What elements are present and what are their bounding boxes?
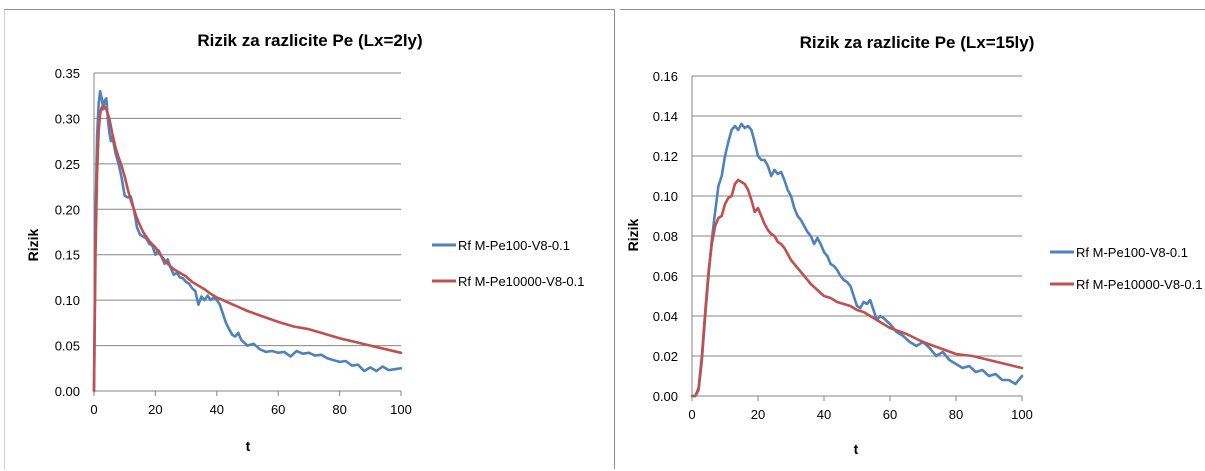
x-tick-label: 60	[271, 402, 285, 417]
chart-frame	[4, 9, 615, 469]
y-tick-label: 0.12	[653, 149, 678, 164]
y-tick-label: 0.15	[55, 248, 80, 263]
chart-left: Rizik za razlicite Pe (Lx=2ly) 0.00 0.05 0…	[25, 31, 584, 454]
chart-title: Rizik za razlicite Pe (Lx=15ly)	[800, 33, 1035, 52]
x-tick-label: 0	[90, 402, 97, 417]
y-tick-label: 0.16	[653, 69, 678, 84]
y-tick-label: 0.20	[55, 202, 80, 217]
x-tick-label: 80	[949, 407, 963, 422]
legend-label: Rf M-Pe10000-V8-0.1	[1076, 277, 1202, 292]
x-tick-label: 60	[883, 407, 897, 422]
x-axis-label: t	[246, 438, 251, 454]
legend-label: Rf M-Pe100-V8-0.1	[458, 238, 570, 253]
x-tick-label: 40	[210, 402, 224, 417]
x-tick-label: 0	[688, 407, 695, 422]
y-tick-label: 0.35	[55, 66, 80, 81]
chart-title: Rizik za razlicite Pe (Lx=2ly)	[197, 31, 422, 50]
legend-label: Rf M-Pe100-V8-0.1	[1076, 245, 1188, 260]
series-line-2	[690, 178, 1024, 398]
x-tick-label: 100	[1011, 407, 1033, 422]
chart-panel-right: Rizik za razlicite Pe (Lx=15ly) 0.00 0.02…	[620, 0, 1205, 471]
y-tick-label: 0.25	[55, 157, 80, 172]
x-tick-label: 40	[817, 407, 831, 422]
y-axis-label: Rizik	[25, 228, 41, 261]
x-tick-label: 20	[751, 407, 765, 422]
y-tick-label: 0.06	[653, 269, 678, 284]
y-tick-label: 0.02	[653, 349, 678, 364]
y-tick-label: 0.30	[55, 111, 80, 126]
series-line-1	[92, 89, 403, 393]
y-axis-label: Rizik	[625, 218, 641, 251]
y-tick-label: 0.14	[653, 109, 678, 124]
series-line-2	[92, 104, 403, 393]
x-tick-label: 20	[148, 402, 162, 417]
chart-right: Rizik za razlicite Pe (Lx=15ly) 0.00 0.02…	[625, 33, 1202, 457]
x-tick-label: 80	[332, 402, 346, 417]
legend-label: Rf M-Pe10000-V8-0.1	[458, 274, 584, 289]
y-tick-label: 0.10	[55, 293, 80, 308]
y-tick-label: 0.00	[653, 389, 678, 404]
x-axis-label: t	[854, 441, 859, 457]
chart-panel-left: Rizik za razlicite Pe (Lx=2ly) 0.00 0.05 0…	[4, 9, 615, 469]
y-tick-label: 0.05	[55, 339, 80, 354]
y-tick-label: 0.00	[55, 384, 80, 399]
x-tick-label: 100	[390, 402, 412, 417]
y-tick-label: 0.08	[653, 229, 678, 244]
y-tick-label: 0.04	[653, 309, 678, 324]
chart-frame-top-border	[620, 9, 1205, 10]
series-line-1	[690, 122, 1024, 398]
y-tick-label: 0.10	[653, 189, 678, 204]
